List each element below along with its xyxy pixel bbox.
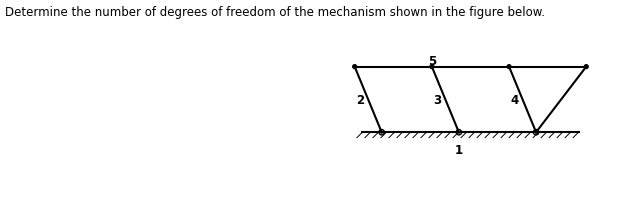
Circle shape [430,65,433,69]
Circle shape [381,132,383,133]
Circle shape [458,132,460,133]
Text: 1: 1 [455,143,463,156]
Text: Determine the number of degrees of freedom of the mechanism shown in the figure : Determine the number of degrees of freed… [5,6,545,19]
Text: 4: 4 [510,94,519,107]
Circle shape [584,65,588,69]
Circle shape [353,65,356,69]
Circle shape [535,132,537,133]
Text: 2: 2 [356,94,364,107]
Text: 5: 5 [428,55,436,68]
Text: 3: 3 [433,94,442,107]
Circle shape [507,65,511,69]
